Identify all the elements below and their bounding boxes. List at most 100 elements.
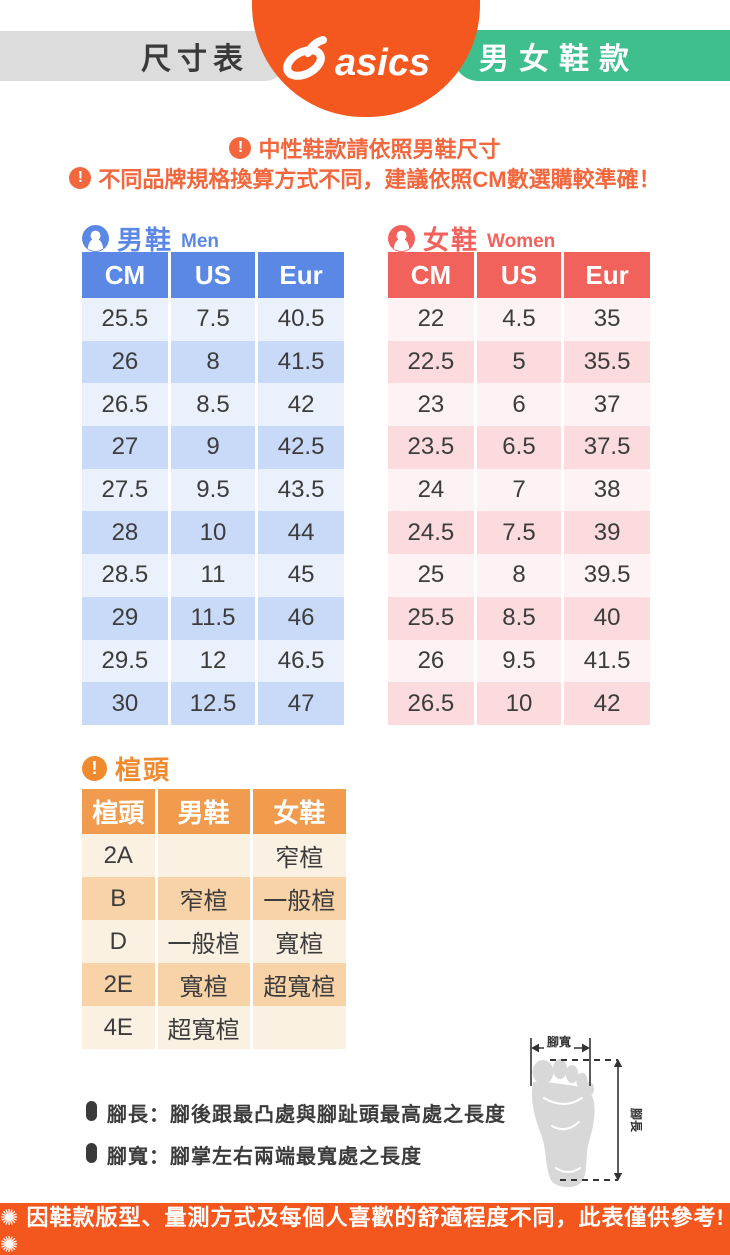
table-cell: 7.5 — [473, 511, 563, 555]
footprint-icon — [531, 1059, 595, 1188]
table-row: B 窄楦 一般楦 — [82, 877, 346, 920]
women-table-body: 22 4.5 35 22.5 5 35.5 23 6 37 23.5 6.5 37.5 24 7 38 24.… — [388, 298, 650, 725]
table-cell — [249, 1006, 346, 1049]
column-header: US — [167, 252, 257, 298]
table-cell: 寬楦 — [249, 920, 346, 963]
table-cell: 12.5 — [167, 682, 257, 725]
table-cell: 10 — [473, 682, 563, 725]
width-title: 楦頭 — [115, 755, 172, 785]
women-table-head: CM US Eur — [388, 252, 650, 298]
note-text: 腳寬：腳掌左右兩端最寬處之長度 — [107, 1146, 422, 1168]
column-header: CM — [82, 252, 170, 298]
table-cell: 5 — [473, 340, 563, 384]
column-header: 楦頭 — [82, 789, 156, 834]
table-cell: 27.5 — [82, 468, 170, 512]
column-header: 男鞋 — [154, 789, 251, 834]
table-cell: 41.5 — [255, 340, 344, 384]
table-cell: 9.5 — [167, 468, 257, 512]
table-cell: 35 — [561, 298, 650, 341]
table-cell: 37 — [561, 383, 650, 427]
foot-length-note: 腳長：腳後跟最凸處與腳趾頭最高處之長度 — [86, 1098, 506, 1127]
table-cell: 43.5 — [255, 468, 344, 512]
men-title: 男鞋 — [117, 225, 174, 255]
women-section-title: 女鞋 Women — [388, 220, 555, 257]
table-row: 22.5 5 35.5 — [388, 340, 650, 384]
table-row: 22 4.5 35 — [388, 298, 650, 341]
exclamation-circle-icon: ! — [69, 167, 92, 189]
asics-logo-icon: asics — [283, 35, 430, 84]
table-cell: 29.5 — [82, 639, 170, 683]
note-text: 腳長：腳後跟最凸處與腳趾頭最高處之長度 — [107, 1104, 506, 1126]
foot-measure-diagram: 腳寬 腳長 — [530, 1034, 644, 1188]
table-row: 2E 寬楦 超寬楦 — [82, 963, 346, 1006]
table-row: 26.5 8.5 42 — [82, 383, 344, 427]
table-cell: 28.5 — [82, 554, 170, 597]
table-cell: 42 — [255, 383, 344, 427]
category-pill: 男女鞋款 — [453, 30, 730, 81]
table-cell: 11 — [167, 554, 257, 597]
table-cell: 27 — [82, 426, 170, 469]
table-row: 2A 窄楦 — [82, 834, 346, 877]
bullet-icon — [86, 1143, 97, 1163]
table-row: 28.5 11 45 — [82, 554, 344, 597]
size-chart-title-pill: 尺寸表 — [0, 31, 289, 81]
table-cell: 26 — [388, 639, 476, 683]
table-cell: 9 — [167, 426, 257, 469]
table-cell: 25 — [388, 554, 476, 597]
table-cell — [154, 834, 251, 877]
table-cell: 8 — [473, 554, 563, 597]
table-cell: 9.5 — [473, 639, 563, 683]
header-row: CM US Eur — [388, 252, 650, 298]
table-cell: 41.5 — [561, 639, 650, 683]
table-row: 4E 超寬楦 — [82, 1006, 346, 1049]
table-cell: 8.5 — [167, 383, 257, 427]
table-cell: 46 — [255, 596, 344, 640]
table-row: 29.5 12 46.5 — [82, 639, 344, 683]
width-table-body: 2A 窄楦 B 窄楦 一般楦 D 一般楦 寬楦 2E 寬楦 超寬楦 4E 超寬楦 — [82, 834, 346, 1049]
women-size-table: CM US Eur 22 4.5 35 22.5 5 35.5 23 6 37 23.5 6.5 37.5… — [388, 252, 650, 725]
table-cell: 2A — [82, 834, 156, 877]
table-cell: 47 — [255, 682, 344, 725]
table-cell: 45 — [255, 554, 344, 597]
table-cell: 23 — [388, 383, 476, 427]
width-table-head: 楦頭 男鞋 女鞋 — [82, 789, 346, 834]
table-cell: B — [82, 877, 156, 920]
table-cell: 一般楦 — [249, 877, 346, 920]
table-cell: 26.5 — [388, 682, 476, 725]
table-cell: 寬楦 — [154, 963, 251, 1006]
table-cell: 46.5 — [255, 639, 344, 683]
table-cell: D — [82, 920, 156, 963]
column-header: Eur — [561, 252, 650, 298]
table-row: 27 9 42.5 — [82, 426, 344, 469]
table-row: 23 6 37 — [388, 383, 650, 427]
svg-text:asics: asics — [335, 42, 430, 84]
table-cell: 28 — [82, 511, 170, 555]
table-cell: 24.5 — [388, 511, 476, 555]
header-row: CM US Eur — [82, 252, 344, 298]
brand-badge: asics — [252, 0, 480, 117]
user-icon — [388, 225, 415, 252]
length-dimension-label: 腳長 — [629, 1108, 644, 1133]
table-row: 26.5 10 42 — [388, 682, 650, 725]
table-cell: 40.5 — [255, 298, 344, 341]
table-cell: 26 — [82, 340, 170, 384]
user-icon — [82, 225, 109, 252]
table-cell: 窄楦 — [249, 834, 346, 877]
notice-brand-difference: ! 不同品牌規格換算方式不同，建議依照CM數選購較準確！ — [0, 163, 730, 193]
header-row: 楦頭 男鞋 女鞋 — [82, 789, 346, 834]
table-row: 29 11.5 46 — [82, 596, 344, 640]
table-cell: 10 — [167, 511, 257, 555]
table-row: 24.5 7.5 39 — [388, 511, 650, 555]
women-title: 女鞋 — [423, 225, 480, 255]
table-cell: 38 — [561, 468, 650, 512]
table-cell: 30 — [82, 682, 170, 725]
notices: ! 中性鞋款請依照男鞋尺寸 ! 不同品牌規格換算方式不同，建議依照CM數選購較準… — [0, 133, 730, 193]
table-cell: 22.5 — [388, 340, 476, 384]
table-cell: 7 — [473, 468, 563, 512]
table-row: D 一般楦 寬楦 — [82, 920, 346, 963]
table-cell: 4E — [82, 1006, 156, 1049]
table-cell: 12 — [167, 639, 257, 683]
table-row: 28 10 44 — [82, 511, 344, 555]
table-cell: 一般楦 — [154, 920, 251, 963]
